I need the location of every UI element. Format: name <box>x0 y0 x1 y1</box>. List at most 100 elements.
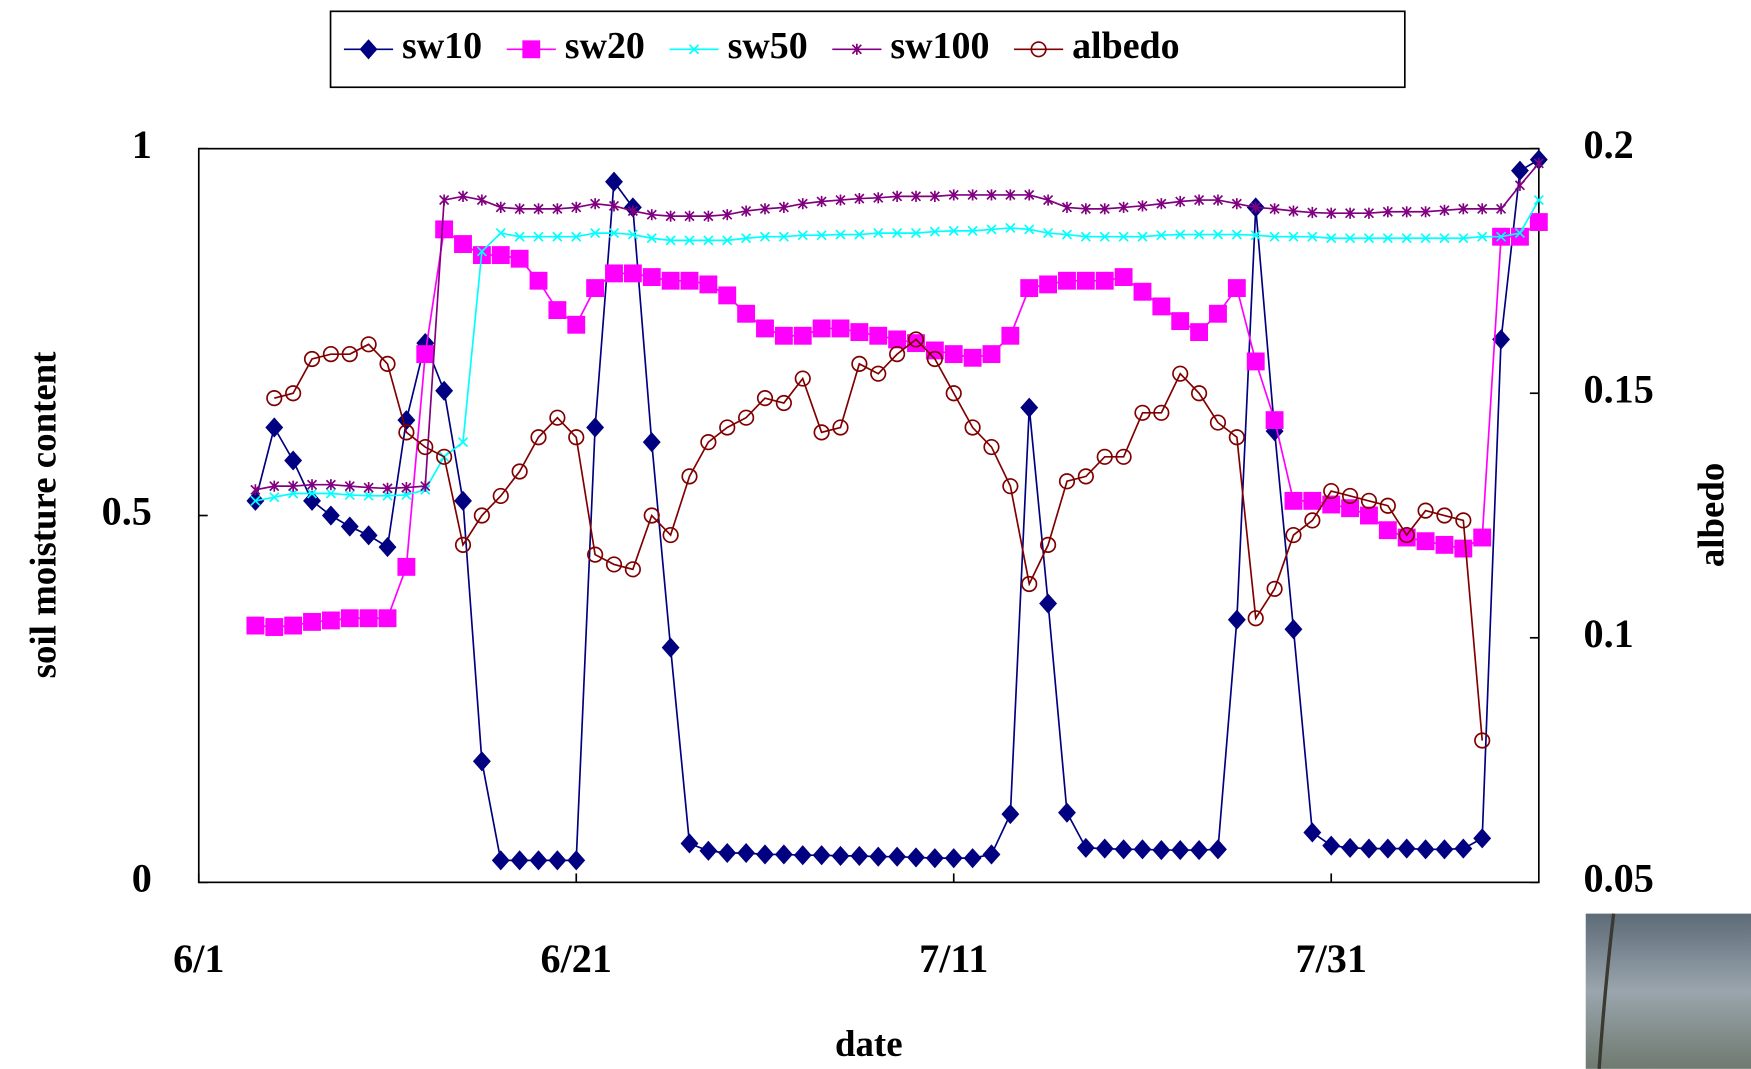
marker-square <box>1322 495 1341 514</box>
marker-diamond <box>378 537 397 558</box>
marker-square <box>1114 268 1133 287</box>
marker-diamond <box>925 848 944 869</box>
marker-circle <box>907 331 925 348</box>
marker-square <box>623 264 642 283</box>
marker-x <box>967 225 978 236</box>
marker-diamond <box>265 417 284 438</box>
marker-star <box>476 194 487 206</box>
marker-star <box>1496 203 1507 215</box>
marker-square <box>586 279 605 298</box>
marker-x <box>1401 233 1412 244</box>
marker-x <box>722 235 733 246</box>
y2-tick-label: 0.15 <box>1583 366 1653 411</box>
marker-x <box>250 495 261 506</box>
marker-star <box>1420 206 1431 218</box>
marker-star <box>646 209 657 221</box>
marker-square <box>284 616 303 635</box>
marker-diamond <box>1322 835 1341 856</box>
marker-x <box>571 231 582 242</box>
marker-square <box>850 323 869 342</box>
marker-star <box>382 482 393 494</box>
marker-circle <box>1134 404 1151 421</box>
marker-square <box>321 611 340 630</box>
marker-square <box>1171 312 1190 331</box>
marker-x <box>929 226 940 237</box>
marker-square <box>510 249 529 268</box>
marker-square <box>1360 506 1378 525</box>
marker-circle <box>266 390 283 407</box>
marker-star <box>571 201 582 213</box>
marker-circle <box>851 355 868 372</box>
marker-diamond <box>1416 839 1435 860</box>
marker-x <box>1212 229 1224 240</box>
marker-circle <box>492 487 509 505</box>
marker-circle <box>643 507 660 524</box>
marker-star <box>1288 205 1299 217</box>
marker-diamond <box>359 39 378 60</box>
marker-star <box>1024 189 1035 201</box>
marker-star <box>797 198 808 210</box>
marker-star <box>1137 200 1148 212</box>
marker-star <box>910 190 922 202</box>
marker-star <box>514 203 525 215</box>
marker-x <box>689 44 700 55</box>
marker-diamond <box>812 845 831 866</box>
marker-square <box>303 612 321 631</box>
marker-star <box>722 209 733 221</box>
marker-square <box>454 235 472 253</box>
marker-x <box>514 231 525 242</box>
marker-x <box>854 229 865 240</box>
marker-circle <box>511 463 528 480</box>
series-line <box>255 199 1540 502</box>
marker-diamond <box>1152 840 1171 861</box>
marker-diamond <box>982 844 1001 865</box>
marker-square <box>907 334 925 353</box>
marker-circle <box>1436 507 1453 524</box>
marker-x <box>363 490 374 501</box>
marker-square <box>1529 213 1548 231</box>
marker-x <box>1250 230 1261 241</box>
marker-square <box>1190 323 1209 342</box>
marker-square <box>397 557 416 576</box>
marker-star <box>288 480 299 492</box>
marker-circle <box>322 346 339 363</box>
marker-x <box>1061 229 1073 240</box>
marker-diamond <box>963 848 982 869</box>
marker-x <box>382 490 393 501</box>
marker-x <box>892 227 903 239</box>
photo-thumbnail <box>1585 913 1751 1069</box>
marker-x <box>986 224 997 235</box>
marker-circle <box>587 546 604 563</box>
marker-circle <box>285 385 302 402</box>
marker-diamond <box>472 751 491 772</box>
marker-circle <box>719 419 736 436</box>
marker-circle <box>662 526 679 544</box>
series-line <box>274 338 1484 741</box>
marker-circle <box>473 507 490 524</box>
marker-circle <box>624 561 641 578</box>
marker-x <box>1231 229 1242 240</box>
marker-x <box>1496 231 1507 242</box>
marker-square <box>718 286 737 305</box>
marker-diamond <box>1378 838 1397 859</box>
plot-area <box>197 147 1540 884</box>
marker-diamond <box>661 637 680 658</box>
marker-circle <box>1096 448 1113 465</box>
marker-x <box>1514 227 1526 239</box>
marker-square <box>1435 535 1454 554</box>
marker-square <box>1511 227 1529 246</box>
marker-circle <box>1379 497 1396 514</box>
marker-square <box>1152 297 1171 316</box>
marker-diamond <box>888 846 907 867</box>
marker-diamond <box>397 410 416 431</box>
marker-circle <box>1153 404 1170 421</box>
marker-circle <box>775 394 792 412</box>
marker-star <box>1231 198 1242 210</box>
marker-square <box>265 618 284 636</box>
marker-square <box>1209 304 1227 323</box>
marker-circle <box>700 434 717 451</box>
y2-tick-label: 0.05 <box>1583 856 1653 901</box>
y2-tick-label: 0.1 <box>1583 611 1633 656</box>
marker-star <box>552 203 563 215</box>
marker-star <box>741 205 752 217</box>
